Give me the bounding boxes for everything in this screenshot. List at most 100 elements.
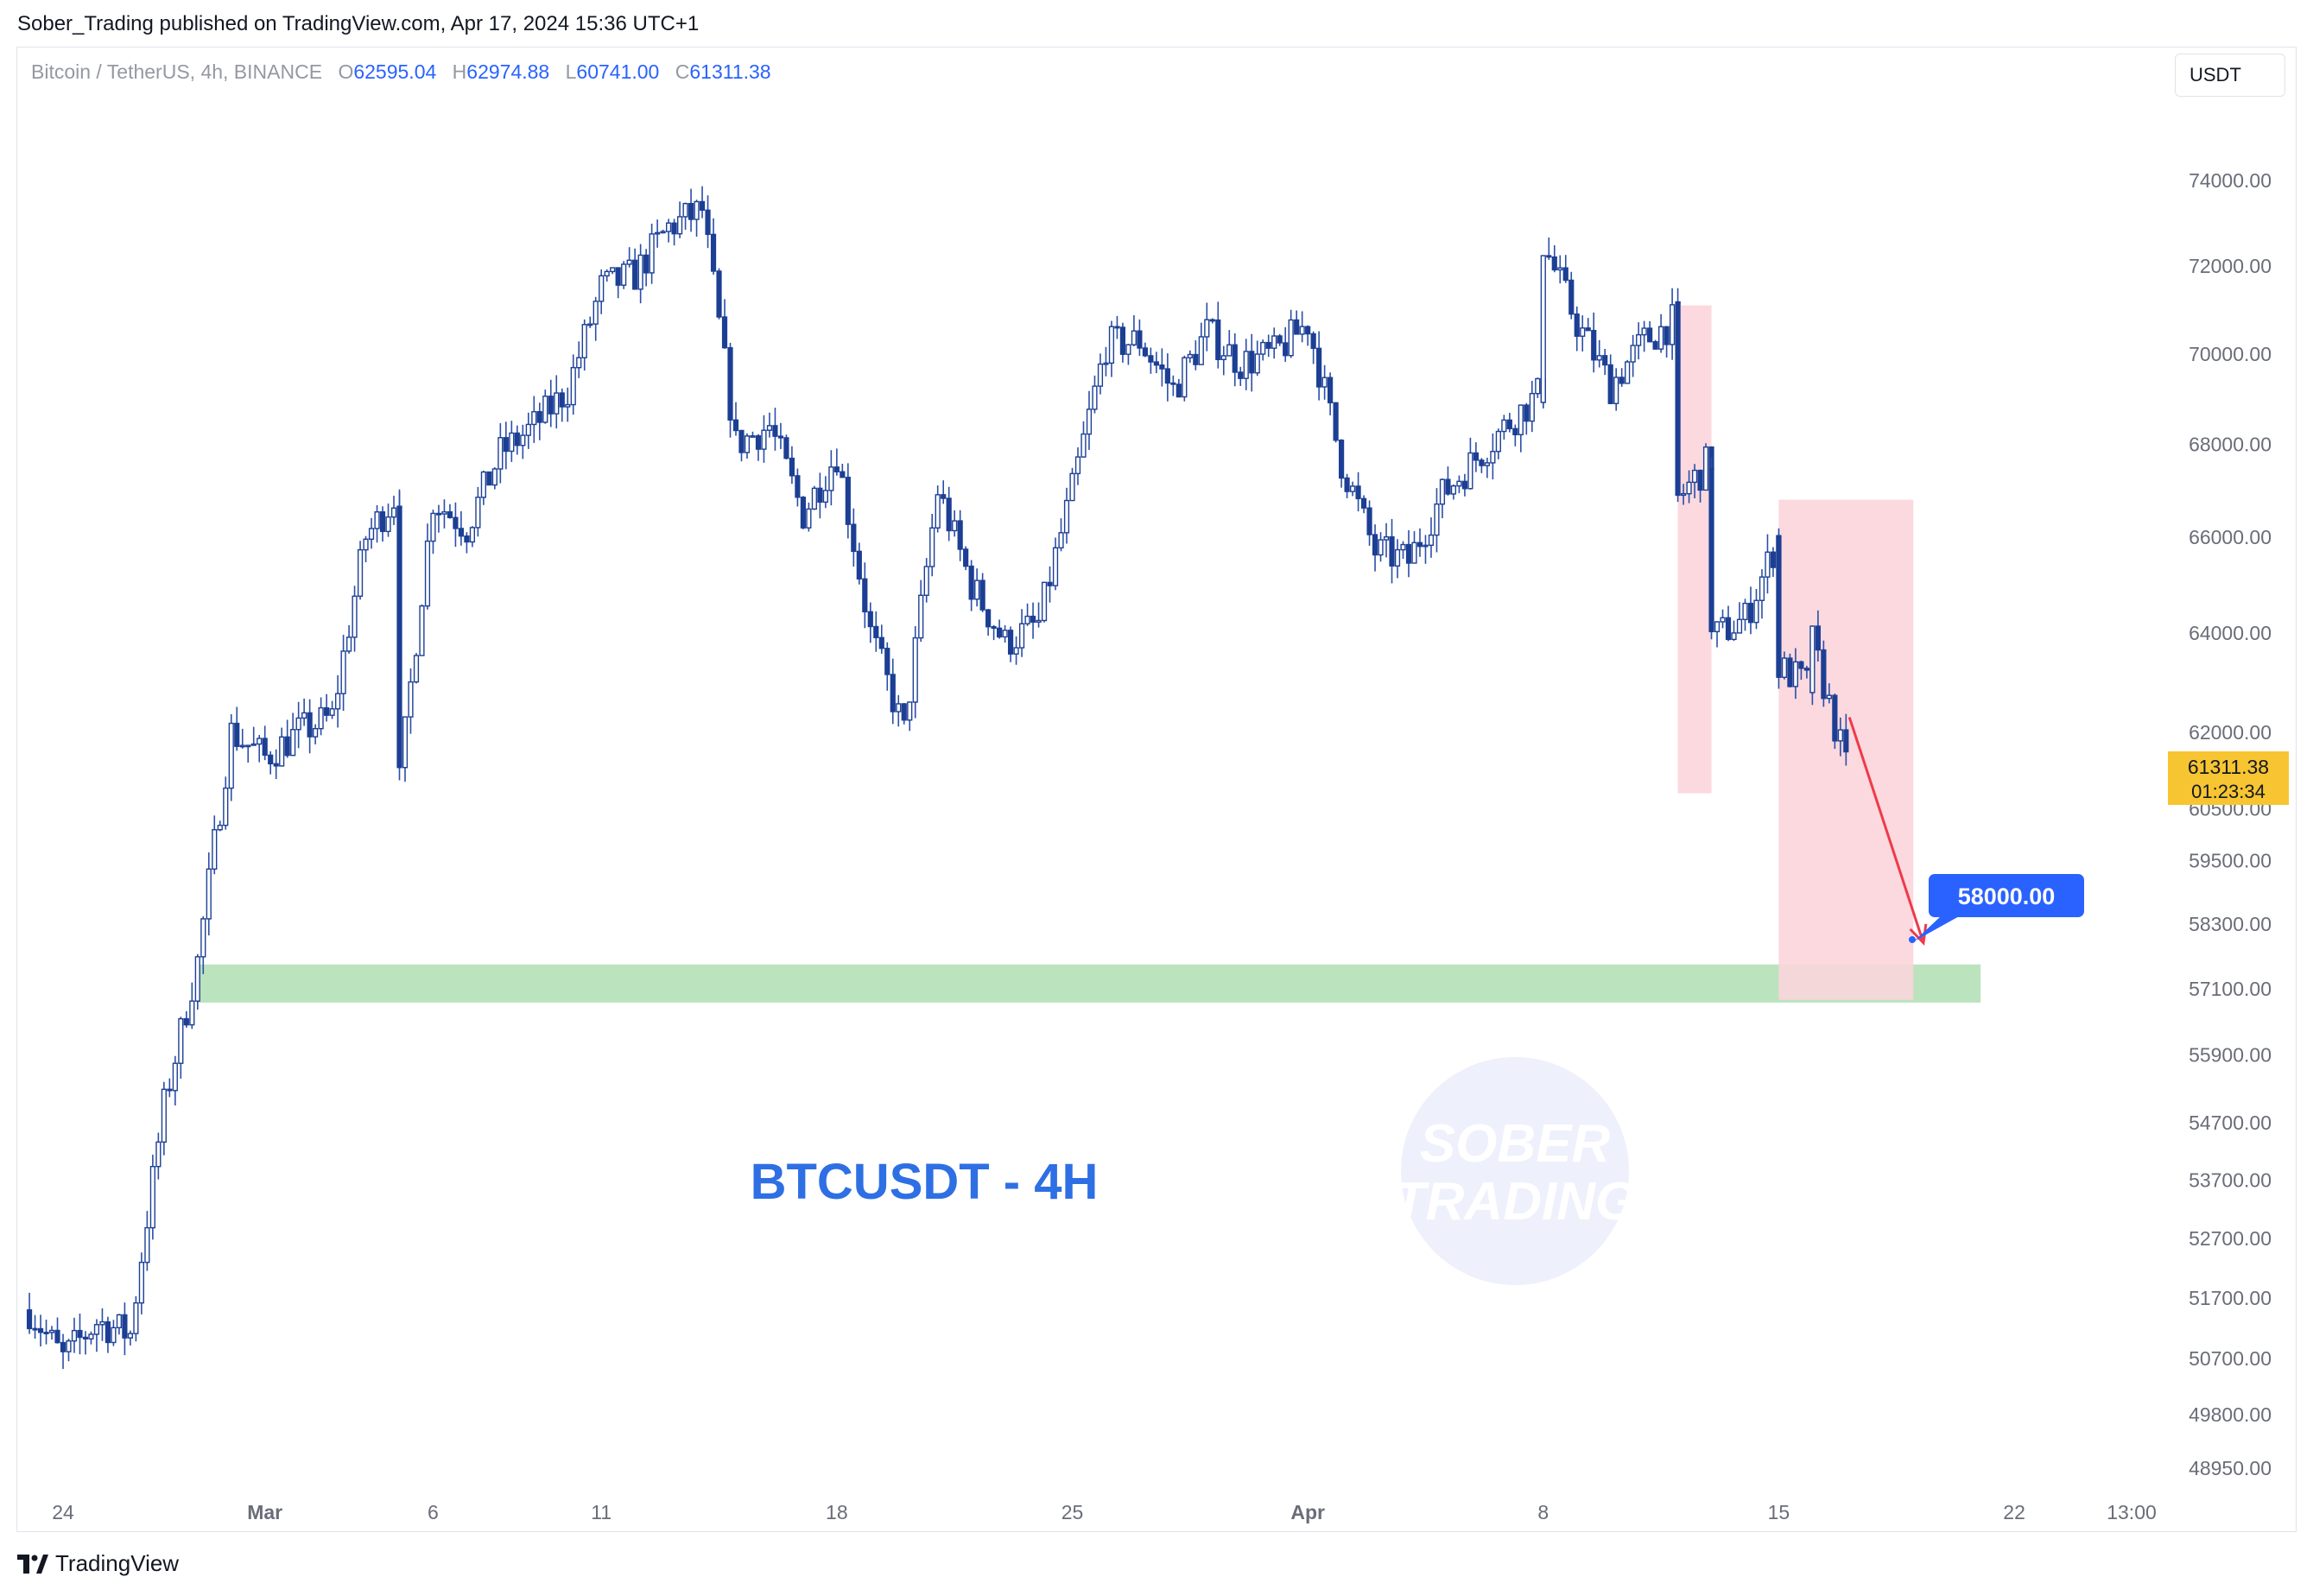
candle-body-down [643, 254, 650, 274]
candle [952, 510, 958, 537]
candle-body-down [1546, 255, 1552, 258]
candle [268, 750, 274, 775]
candle [1260, 339, 1266, 361]
candle [761, 415, 767, 463]
candle-body-down [845, 476, 851, 525]
candle-body-down [1607, 364, 1613, 404]
candle [239, 728, 245, 749]
candle [66, 1339, 72, 1362]
candle [1074, 447, 1081, 485]
candle [491, 467, 497, 490]
candle [637, 244, 643, 304]
tradingview-logo-icon [17, 1554, 48, 1574]
candle-body-down [268, 754, 274, 765]
candle [1316, 331, 1322, 401]
candle-body-up [1041, 581, 1048, 622]
currency-button[interactable]: USDT [2175, 54, 2285, 97]
candle [755, 434, 762, 461]
candle [822, 476, 828, 509]
candle [923, 558, 929, 603]
candle-body-down [1602, 355, 1608, 366]
candle [1220, 345, 1226, 376]
candle-body-down [503, 437, 509, 453]
candle-body-up [1198, 336, 1204, 365]
candle [1305, 325, 1311, 346]
candle-body-up [1625, 361, 1631, 384]
candle-body-up [155, 1141, 162, 1168]
support-zone [197, 964, 1981, 1003]
candle [548, 379, 554, 428]
candle-body-up [565, 403, 571, 408]
candle [1467, 437, 1473, 490]
candle [458, 510, 465, 546]
candle-body-up [1299, 326, 1305, 335]
candle-body-down [536, 411, 542, 423]
candle-body-up [368, 528, 375, 541]
candle [357, 541, 364, 600]
candle [1103, 346, 1109, 377]
x-tick-label: 25 [1061, 1501, 1084, 1523]
candle [313, 724, 319, 744]
candle-body-up [1641, 327, 1647, 336]
candle-body-up [509, 432, 515, 453]
candle [1349, 481, 1356, 497]
y-tick-label: 49800.00 [2189, 1403, 2272, 1426]
candle-body-up [1439, 478, 1446, 505]
candle-body-up [918, 594, 924, 639]
candle [1551, 245, 1557, 273]
candle [1837, 717, 1843, 757]
candle [453, 502, 459, 548]
candle-body-up [822, 490, 828, 504]
candle-body-down [396, 505, 402, 769]
candle [1254, 340, 1260, 377]
candle [1652, 339, 1658, 350]
candle-body-up [682, 203, 688, 218]
x-tick-label: Apr [1290, 1501, 1325, 1523]
candle-body-down [772, 425, 778, 437]
candle-body-down [514, 432, 520, 446]
y-tick-label: 48950.00 [2189, 1457, 2272, 1479]
candle [212, 815, 218, 875]
candle [245, 744, 251, 763]
candle-body-up [149, 1166, 155, 1229]
candle [626, 247, 632, 268]
chart-title: BTCUSDT - 4H [751, 1154, 1099, 1210]
candle-body-down [1294, 319, 1300, 335]
candle [149, 1155, 155, 1240]
candle-body-down [699, 200, 706, 212]
candle-body-up [1394, 548, 1401, 567]
candle [1747, 586, 1754, 635]
candle-body-up [655, 231, 661, 235]
candle-body-down [1562, 267, 1568, 282]
candle-body-up [1069, 472, 1075, 502]
candle-body-up [497, 437, 504, 470]
candle-body-up [1254, 353, 1260, 374]
candle [766, 412, 773, 438]
candle-body-up [357, 548, 364, 597]
candle [307, 699, 313, 754]
candle-body-down [817, 487, 823, 504]
candle [896, 694, 902, 727]
candle [435, 504, 442, 533]
candle-body-down [795, 475, 801, 498]
candle-body-up [1024, 615, 1030, 624]
candle-body-up [223, 787, 229, 826]
candle-body-up [430, 512, 436, 542]
candle-body-down [1821, 649, 1827, 700]
candle [1007, 626, 1014, 662]
candle [1176, 378, 1182, 398]
candle-body-down [1164, 368, 1170, 384]
candle-body-down [60, 1341, 67, 1352]
candle-body-down [486, 471, 492, 486]
y-tick-label: 55900.00 [2189, 1044, 2272, 1067]
watermark-line1: SOBER [1420, 1114, 1611, 1174]
candle-body-down [447, 511, 453, 518]
candle [1731, 620, 1737, 642]
candle-body-up [1103, 362, 1109, 365]
candle-body-up [480, 471, 486, 498]
candle [1243, 339, 1249, 390]
candle [1423, 535, 1429, 564]
candle-body-down [1747, 602, 1754, 624]
candle-body-up [194, 956, 200, 1002]
